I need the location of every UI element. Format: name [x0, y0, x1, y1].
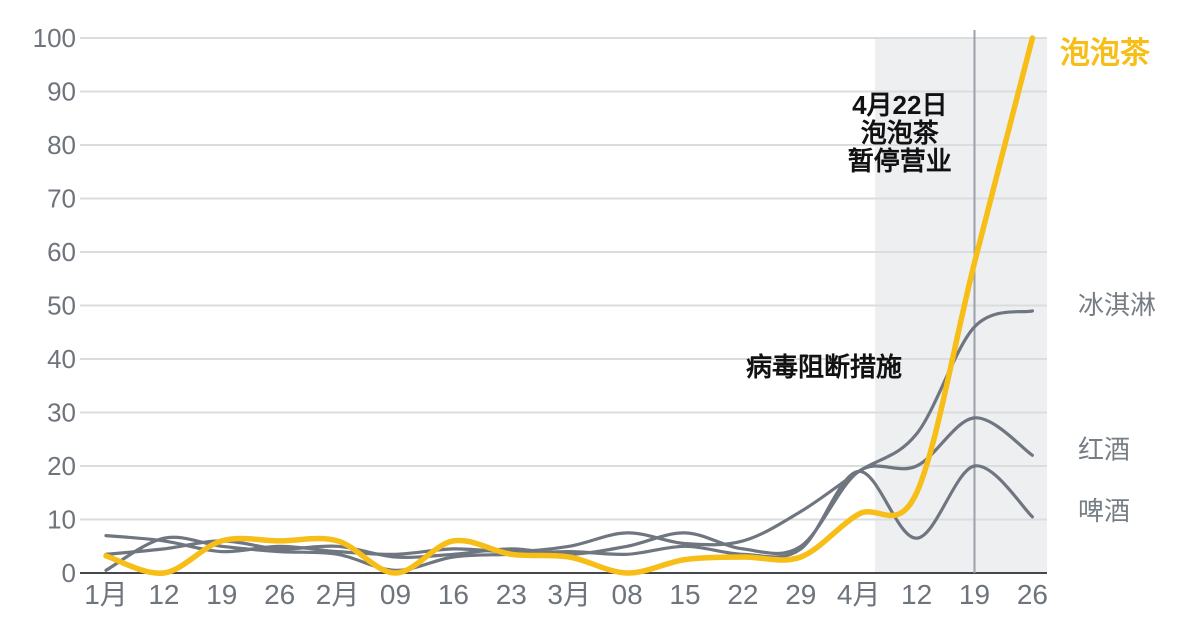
legend-label-bubble_tea: 泡泡茶 [1060, 37, 1151, 70]
y-tick-label: 10 [47, 505, 76, 535]
legend-label-ice_cream: 冰淇淋 [1078, 290, 1156, 320]
x-tick-label: 29 [785, 579, 816, 610]
x-tick-label: 12 [901, 579, 932, 610]
y-tick-label: 90 [47, 77, 76, 107]
y-tick-label: 20 [47, 451, 76, 481]
x-tick-label: 16 [438, 579, 469, 610]
y-tick-label: 100 [33, 23, 76, 53]
x-tick-label: 22 [727, 579, 758, 610]
x-tick-label: 19 [959, 579, 990, 610]
annotation-event-line-3: 暂停营业 [848, 146, 952, 176]
annotation-event-line-1: 4月22日 [852, 90, 947, 120]
series-line-ice_cream [104, 309, 1034, 556]
x-tick-label: 26 [1017, 579, 1048, 610]
x-tick-label: 4月 [837, 579, 881, 610]
x-tick-label: 1月 [84, 579, 128, 610]
y-tick-label: 0 [62, 558, 76, 588]
annotation-event-line-2: 泡泡茶 [861, 118, 940, 148]
x-tick-label: 26 [264, 579, 295, 610]
x-tick-label: 08 [612, 579, 643, 610]
y-tick-label: 60 [47, 237, 76, 267]
annotation-measure-text: 病毒阻断措施 [746, 352, 902, 382]
legend-label-beer: 啤酒 [1078, 496, 1130, 526]
y-tick-label: 30 [47, 398, 76, 428]
legend-label-red_wine: 红酒 [1078, 434, 1130, 464]
series-line-bubble_tea [103, 35, 1036, 576]
y-tick-label: 70 [47, 184, 76, 214]
x-tick-label: 3月 [547, 579, 591, 610]
x-tick-label: 09 [380, 579, 411, 610]
series-line-beer [104, 464, 1034, 572]
y-tick-label: 40 [47, 344, 76, 374]
x-tick-label: 15 [669, 579, 700, 610]
x-tick-label: 19 [206, 579, 237, 610]
x-tick-label: 2月 [316, 579, 360, 610]
x-tick-label: 12 [148, 579, 179, 610]
x-tick-label: 23 [496, 579, 527, 610]
y-tick-label: 80 [47, 130, 76, 160]
y-tick-label: 50 [47, 291, 76, 321]
